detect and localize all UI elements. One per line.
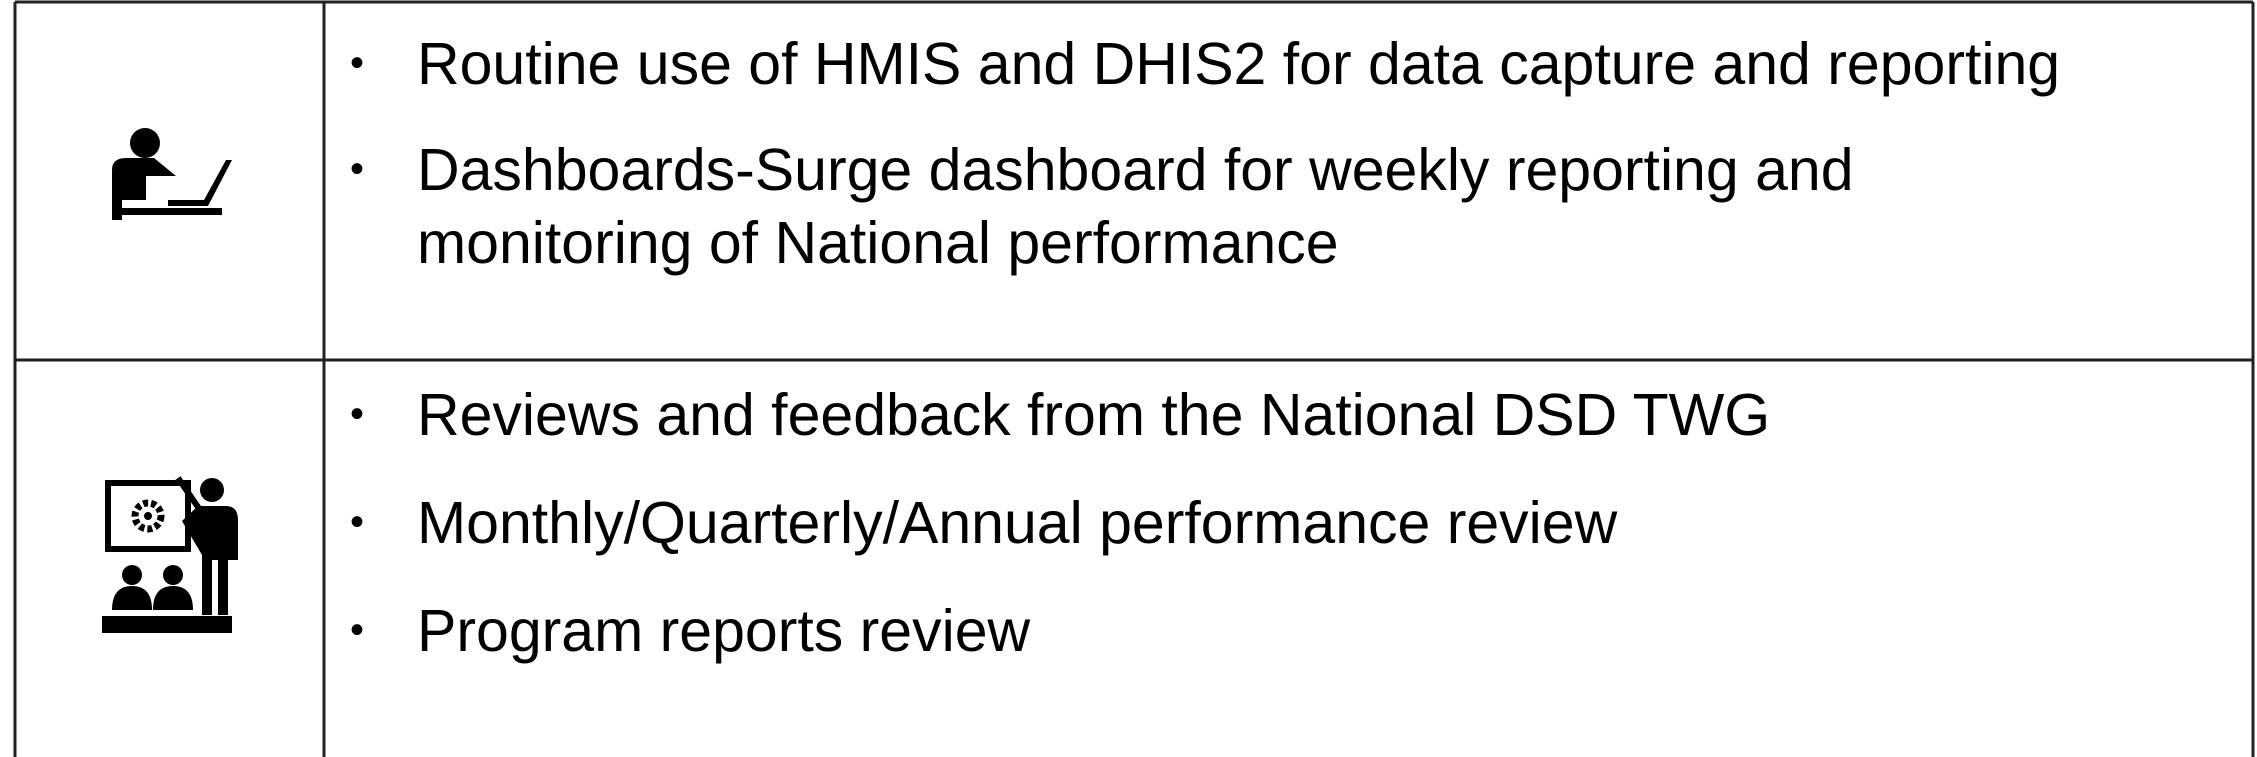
table-borders — [13, 0, 2255, 757]
presentation-icon — [102, 476, 238, 633]
list-item-text: monitoring of National performance — [417, 210, 1339, 276]
list-item-text: Reviews and feedback from the National D… — [417, 382, 1770, 448]
bullet: • — [350, 500, 364, 544]
list-item-text: Routine use of HMIS and DHIS2 for data c… — [417, 31, 2060, 97]
bullet: • — [350, 392, 364, 436]
bullet: • — [350, 147, 364, 191]
bullet: • — [350, 41, 364, 85]
laptop-user-icon — [112, 128, 232, 220]
list-item-text: Monthly/Quarterly/Annual performance rev… — [417, 490, 1618, 556]
list-item-text: Program reports review — [417, 598, 1031, 664]
list-item-text: Dashboards-Surge dashboard for weekly re… — [417, 137, 1854, 203]
bullet: • — [350, 608, 364, 652]
